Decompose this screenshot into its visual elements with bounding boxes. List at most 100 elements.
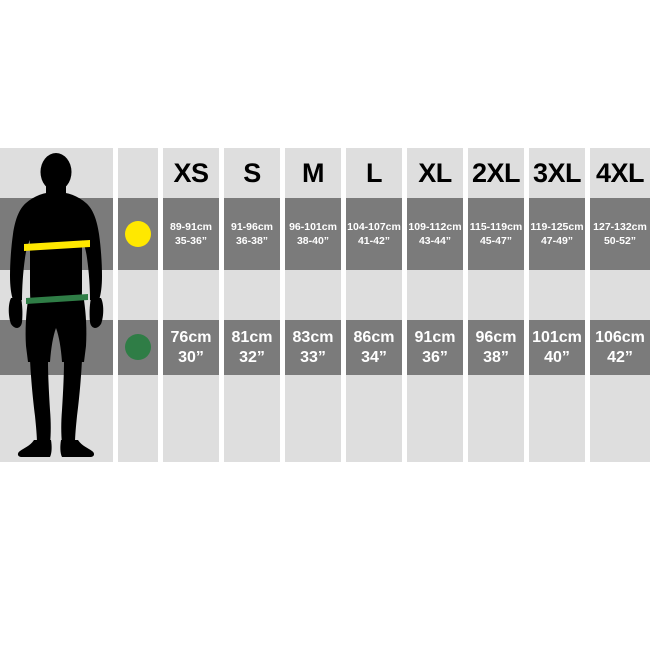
- size-header-2xl: 2XL: [471, 157, 521, 188]
- band-spacer-row: [0, 270, 650, 320]
- size-header-l: L: [366, 157, 383, 188]
- column-divider: [219, 148, 224, 462]
- waist-cell-s: 81cm 32”: [224, 320, 280, 375]
- waist-cm-4xl: 106cm: [595, 328, 645, 346]
- spacer-cell-3xl: [529, 270, 585, 320]
- chest-cell-2xl: 115-119cm 45-47”: [468, 198, 524, 270]
- measurement-legend-column: [118, 148, 158, 462]
- chest-cm-2xl: 115-119cm: [469, 220, 523, 233]
- size-column-l[interactable]: L 104-107cm 41-42” 86cm 34”: [346, 148, 402, 462]
- size-header-3xl: 3XL: [532, 157, 582, 188]
- waist-cell-xs: 76cm 30”: [163, 320, 219, 375]
- waist-cell-4xl: 106cm 42”: [590, 320, 650, 375]
- waist-in-xl: 36”: [422, 348, 448, 366]
- chest-measure-band: [24, 240, 90, 251]
- chest-in-4xl: 50-52”: [603, 235, 637, 247]
- footer-cell-m: [285, 375, 341, 462]
- footer-cell-s: [224, 375, 280, 462]
- chest-cell-s: 91-96cm 36-38”: [224, 198, 280, 270]
- band-footer-row: [0, 375, 650, 462]
- spacer-cell-s: [224, 270, 280, 320]
- column-divider: [402, 148, 407, 462]
- silhouette-body: [8, 153, 104, 457]
- chest-cell-xs: 89-91cm 35-36”: [163, 198, 219, 270]
- waist-in-l: 34”: [361, 348, 387, 366]
- waist-cm-xs: 76cm: [170, 328, 212, 346]
- chest-in-m: 38-40”: [296, 235, 330, 247]
- column-divider: [113, 148, 118, 462]
- chest-cell-4xl: 127-132cm 50-52”: [590, 198, 650, 270]
- waist-cm-2xl: 96cm: [475, 328, 517, 346]
- chest-cell-xl: 109-112cm 43-44”: [407, 198, 463, 270]
- size-column-xl[interactable]: XL 109-112cm 43-44” 91cm 36”: [407, 148, 463, 462]
- waist-cell-m: 83cm 33”: [285, 320, 341, 375]
- footer-cell-4xl: [590, 375, 650, 462]
- size-column-2xl[interactable]: 2XL 115-119cm 45-47” 96cm 38”: [468, 148, 524, 462]
- waist-in-xs: 30”: [178, 348, 204, 366]
- spacer-cell-2xl: [468, 270, 524, 320]
- footer-cell-xl: [407, 375, 463, 462]
- waist-cell-3xl: 101cm 40”: [529, 320, 585, 375]
- spacer-cell-l: [346, 270, 402, 320]
- size-column-xs[interactable]: XS 89-91cm 35-36” 76cm 30”: [163, 148, 219, 462]
- size-column-4xl[interactable]: 4XL 127-132cm 50-52” 106cm 42”: [590, 148, 650, 462]
- chest-cm-4xl: 127-132cm: [593, 220, 647, 233]
- chest-cell-m: 96-101cm 38-40”: [285, 198, 341, 270]
- waist-cm-xl: 91cm: [414, 328, 456, 346]
- size-header-s: S: [243, 157, 261, 188]
- chest-in-l: 41-42”: [357, 235, 391, 247]
- footer-cell-l: [346, 375, 402, 462]
- chest-cell-l: 104-107cm 41-42”: [346, 198, 402, 270]
- column-divider: [341, 148, 346, 462]
- waist-cm-3xl: 101cm: [532, 328, 582, 346]
- size-chart-table: XS 89-91cm 35-36” 76cm 30” S 91-96cm 36-…: [0, 148, 650, 462]
- spacer-cell-xl: [407, 270, 463, 320]
- waist-in-3xl: 40”: [544, 348, 570, 366]
- chest-cm-m: 96-101cm: [289, 220, 337, 233]
- spacer-cell-4xl: [590, 270, 650, 320]
- chest-in-xl: 43-44”: [418, 235, 452, 247]
- waist-cm-l: 86cm: [353, 328, 395, 346]
- band-chest-row: [0, 198, 650, 270]
- chest-cm-s: 91-96cm: [230, 220, 274, 233]
- footer-cell-3xl: [529, 375, 585, 462]
- chest-cm-l: 104-107cm: [347, 220, 401, 233]
- size-header-m: M: [302, 157, 325, 188]
- column-divider: [158, 148, 163, 462]
- column-divider: [524, 148, 529, 462]
- column-divider: [463, 148, 468, 462]
- band-waist-row: [0, 320, 650, 375]
- waist-cell-2xl: 96cm 38”: [468, 320, 524, 375]
- size-header-4xl: 4XL: [595, 157, 645, 188]
- chest-cm-xs: 89-91cm: [169, 220, 213, 233]
- waist-in-m: 33”: [300, 348, 326, 366]
- size-column-s[interactable]: S 91-96cm 36-38” 81cm 32”: [224, 148, 280, 462]
- waist-cell-xl: 91cm 36”: [407, 320, 463, 375]
- waist-cm-m: 83cm: [292, 328, 334, 346]
- waist-legend-dot: [125, 334, 151, 360]
- size-header-xs: XS: [173, 157, 209, 188]
- waist-in-2xl: 38”: [483, 348, 509, 366]
- band-header-row: [0, 148, 650, 198]
- waist-in-4xl: 42”: [607, 348, 633, 366]
- chest-cell-3xl: 119-125cm 47-49”: [529, 198, 585, 270]
- spacer-cell-xs: [163, 270, 219, 320]
- footer-cell-xs: [163, 375, 219, 462]
- column-divider: [585, 148, 590, 462]
- chest-in-xs: 35-36”: [174, 235, 208, 247]
- footer-cell-2xl: [468, 375, 524, 462]
- column-divider: [280, 148, 285, 462]
- waist-cell-l: 86cm 34”: [346, 320, 402, 375]
- chest-cm-3xl: 119-125cm: [530, 220, 584, 233]
- waist-in-s: 32”: [239, 348, 265, 366]
- chest-in-s: 36-38”: [235, 235, 269, 247]
- size-column-m[interactable]: M 96-101cm 38-40” 83cm 33”: [285, 148, 341, 462]
- chest-in-3xl: 47-49”: [540, 235, 574, 247]
- size-column-3xl[interactable]: 3XL 119-125cm 47-49” 101cm 40”: [529, 148, 585, 462]
- chest-cm-xl: 109-112cm: [408, 220, 462, 233]
- size-header-xl: XL: [418, 157, 452, 188]
- waist-measure-band: [26, 294, 88, 304]
- waist-cm-s: 81cm: [231, 328, 273, 346]
- chest-in-2xl: 45-47”: [479, 235, 513, 247]
- chest-legend-dot: [125, 221, 151, 247]
